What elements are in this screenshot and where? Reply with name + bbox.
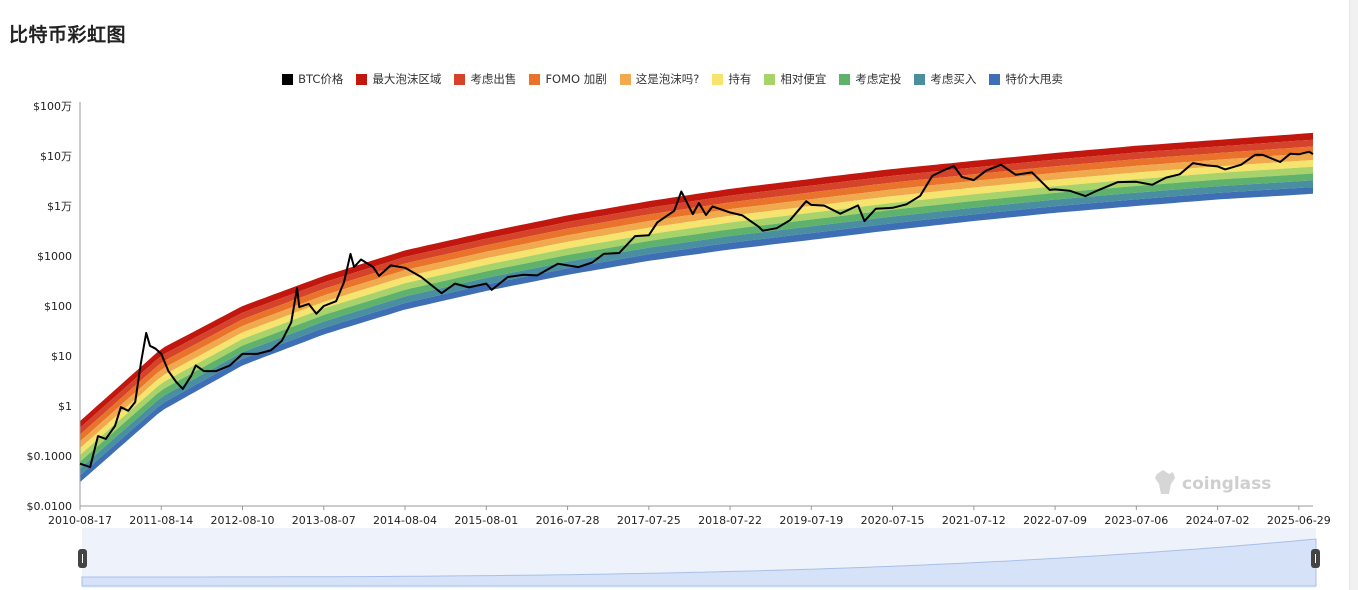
legend-label: BTC价格 bbox=[298, 72, 344, 86]
legend-item-fire-sale[interactable]: 特价大甩卖 bbox=[989, 71, 1063, 87]
rainbow-band-4 bbox=[80, 153, 1313, 449]
legend-item-buy[interactable]: 考虑买入 bbox=[914, 71, 976, 87]
x-tick-label: 2021-07-12 bbox=[942, 514, 1006, 527]
legend-item-is-bubble[interactable]: 这是泡沫吗? bbox=[619, 71, 700, 87]
legend-label: 持有 bbox=[728, 72, 752, 86]
y-tick-label: $1000 bbox=[37, 250, 72, 263]
legend-swatch bbox=[282, 73, 294, 85]
x-tick-label: 2025-06-29 bbox=[1267, 514, 1331, 527]
x-tick-label: 2014-08-04 bbox=[373, 514, 437, 527]
legend-label: 最大泡沫区域 bbox=[372, 72, 442, 86]
y-tick-label: $1 bbox=[58, 400, 72, 413]
y-tick-label: $0.1000 bbox=[27, 450, 73, 463]
y-tick-label: $10 bbox=[51, 350, 72, 363]
y-tick-label: $10万 bbox=[40, 150, 72, 163]
rainbow-bands bbox=[80, 132, 1313, 483]
legend-swatch bbox=[764, 73, 776, 85]
legend-item-fomo[interactable]: FOMO 加剧 bbox=[529, 71, 607, 87]
x-tick-label: 2023-07-06 bbox=[1104, 514, 1168, 527]
x-tick-label: 2017-07-25 bbox=[617, 514, 681, 527]
legend-swatch bbox=[454, 73, 466, 85]
rainbow-band-1 bbox=[80, 132, 1313, 428]
y-tick-label: $100万 bbox=[33, 100, 72, 113]
legend-item-hold[interactable]: 持有 bbox=[712, 71, 751, 87]
legend-swatch bbox=[619, 73, 631, 85]
legend-item-btc-price[interactable]: BTC价格 bbox=[282, 71, 343, 87]
y-tick-label: $0.0100 bbox=[27, 500, 73, 513]
btc-price-line bbox=[79, 150, 1314, 469]
x-tick-label: 2012-08-10 bbox=[211, 514, 275, 527]
rainbow-band-3 bbox=[80, 146, 1313, 442]
legend-label: FOMO 加剧 bbox=[545, 72, 607, 86]
legend-swatch bbox=[712, 73, 724, 85]
legend-item-max-bubble[interactable]: 最大泡沫区域 bbox=[356, 71, 441, 87]
x-tick-label: 2020-07-15 bbox=[861, 514, 925, 527]
slider-preview-area bbox=[81, 538, 1317, 587]
zoom-slider[interactable] bbox=[78, 528, 1320, 588]
x-tick-label: 2013-08-07 bbox=[292, 514, 356, 527]
x-tick-label: 2010-08-17 bbox=[48, 514, 112, 527]
legend-label: 特价大甩卖 bbox=[1005, 72, 1063, 86]
x-tick-label: 2016-07-28 bbox=[536, 514, 600, 527]
chart-legend: BTC价格 最大泡沫区域 考虑出售 FOMO 加剧 这是泡沫吗? 持有 相对便宜… bbox=[0, 71, 1345, 87]
legend-swatch bbox=[914, 73, 926, 85]
legend-item-accumulate[interactable]: 考虑定投 bbox=[839, 71, 901, 87]
coinglass-logo-icon bbox=[1155, 470, 1175, 494]
legend-label: 相对便宜 bbox=[780, 72, 827, 86]
legend-item-sell[interactable]: 考虑出售 bbox=[454, 71, 516, 87]
watermark-group: coinglass bbox=[1155, 470, 1271, 494]
legend-swatch bbox=[839, 73, 851, 85]
legend-swatch bbox=[989, 73, 1001, 85]
x-tick-label: 2018-07-22 bbox=[698, 514, 762, 527]
legend-label: 考虑出售 bbox=[470, 72, 517, 86]
page-title: 比特币彩虹图 bbox=[9, 24, 127, 46]
x-tick-label: 2011-08-14 bbox=[129, 514, 193, 527]
page-scrollbar[interactable] bbox=[1349, 0, 1358, 590]
legend-label: 考虑定投 bbox=[855, 72, 902, 86]
x-tick-label: 2024-07-02 bbox=[1186, 514, 1250, 527]
coinglass-watermark: coinglass bbox=[1182, 474, 1271, 494]
legend-label: 这是泡沫吗? bbox=[635, 72, 700, 86]
x-tick-label: 2022-07-09 bbox=[1023, 514, 1087, 527]
legend-swatch bbox=[356, 73, 368, 85]
axes: $100万 $10万 $1万 $1000 $100 $10 $1 $0.1000 $0.0100… bbox=[27, 100, 1331, 527]
y-tick-label: $100 bbox=[44, 300, 72, 313]
legend-swatch bbox=[529, 73, 541, 85]
legend-label: 考虑买入 bbox=[930, 72, 977, 86]
x-tick-label: 2019-07-19 bbox=[779, 514, 843, 527]
price-series bbox=[79, 150, 1314, 469]
x-tick-label: 2015-08-01 bbox=[454, 514, 518, 527]
y-tick-label: $1万 bbox=[47, 200, 72, 213]
legend-item-still-cheap[interactable]: 相对便宜 bbox=[764, 71, 826, 87]
rainbow-band-2 bbox=[80, 139, 1313, 435]
